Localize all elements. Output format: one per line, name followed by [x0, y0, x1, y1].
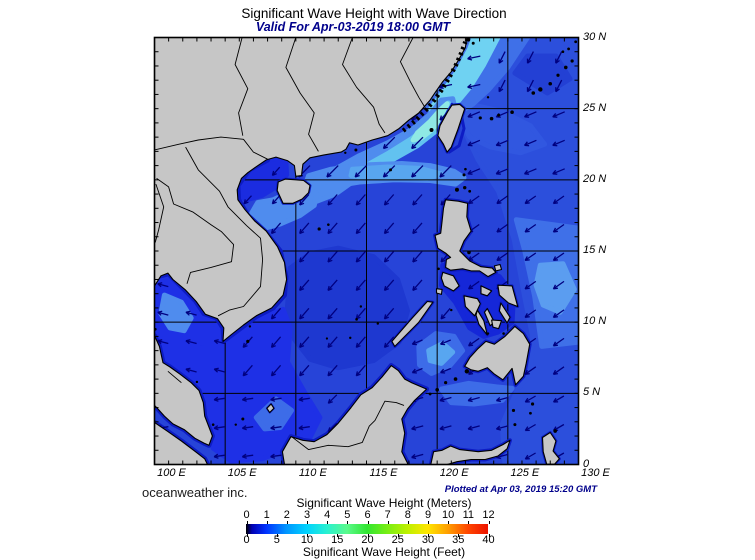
patch-sulu-core: [426, 341, 456, 366]
colorbar-tick: [246, 534, 248, 537]
valid-time-subtitle: Valid For Apr-03-2019 18:00 GMT: [255, 20, 451, 34]
colorbar-tick: [407, 521, 409, 524]
colorbar-gradient: [246, 521, 490, 537]
colorbar-tick: [347, 521, 349, 524]
land-mainland-asia: [154, 37, 468, 342]
lat-label-5N: 5 N: [583, 386, 601, 399]
colorbar-meter-tick-3: 3: [303, 509, 311, 521]
colorbar-tick: [428, 534, 429, 537]
colorbar-meter-tick-9: 9: [424, 509, 432, 521]
colorbar-title-meters: Significant Wave Height (Meters): [296, 496, 472, 510]
colorbar-tick: [488, 521, 490, 524]
colorbar-tick: [307, 534, 308, 537]
colorbar-tick: [286, 521, 288, 524]
lat-label-20N: 20 N: [583, 172, 607, 185]
lon-label-105E: 105 E: [227, 467, 257, 479]
lon-label-125E: 125 E: [510, 467, 540, 479]
colorbar-meter-tick-5: 5: [344, 509, 351, 521]
colorbar-tick: [266, 521, 268, 524]
colorbar-tick: [448, 521, 450, 524]
oceanweather-credit: oceanweather inc.: [142, 485, 248, 500]
china-rocky-coast: [401, 41, 468, 133]
lat-label-25N: 25 N: [583, 101, 607, 114]
colorbar-tick: [397, 534, 399, 537]
land-borneo: [281, 365, 428, 465]
colorbar-meter-tick-12: 12: [482, 509, 495, 521]
map-layers: [154, 37, 579, 465]
plotted-timestamp: Plotted at Apr 03, 2019 15:20 GMT: [444, 484, 597, 495]
lat-label-30N: 30 N: [583, 30, 607, 43]
land-mindoro: [440, 271, 460, 292]
colorbar-tick: [246, 521, 248, 524]
land-negros: [475, 309, 488, 336]
colorbar-meter-tick-10: 10: [442, 509, 455, 521]
colorbar-feet-tick-25: 25: [391, 534, 404, 546]
page-title: Significant Wave Height with Wave Direct…: [241, 6, 507, 21]
land-sulawesi: [430, 439, 511, 465]
land-malay-peninsula: [154, 335, 213, 446]
colorbar-meter-tick-2: 2: [283, 509, 290, 521]
colorbar-tick: [488, 534, 490, 537]
colorbar-feet-tick-20: 20: [361, 534, 374, 546]
colorbar-feet-tick-30: 30: [421, 534, 435, 546]
land-luzon: [434, 199, 497, 278]
colorbar-tick: [458, 534, 460, 537]
colorbar-tick: [337, 534, 339, 537]
lat-label-15N: 15 N: [583, 244, 607, 256]
colorbar-feet-tick-0: 0: [243, 534, 250, 546]
land-catanduanes: [493, 263, 503, 272]
land-natuna: [266, 403, 275, 414]
colorbar-tick: [276, 534, 278, 537]
colorbar-meter-tick-6: 6: [364, 509, 371, 521]
colorbar-tick: [428, 521, 429, 524]
lat-label-10N: 10 N: [583, 315, 607, 328]
patch-east-taiwan: [461, 100, 548, 156]
colorbar-tick: [367, 534, 369, 537]
land-samar: [497, 284, 519, 308]
lon-label-120E: 120 E: [439, 467, 469, 479]
colorbar-feet-tick-40: 40: [482, 534, 495, 546]
colorbar-meter-tick-4: 4: [324, 509, 331, 521]
lat-label-0: 0: [583, 457, 590, 470]
colorbar-title-feet: Significant Wave Height (Feet): [302, 545, 466, 559]
lon-label-130E: 130 E: [581, 467, 610, 479]
lon-label-115E: 115 E: [369, 467, 398, 479]
colorbar-feet-tick-35: 35: [452, 534, 465, 546]
colorbar-meter-tick-1: 1: [263, 509, 270, 521]
land-halmahera: [541, 431, 560, 465]
patch-streak-20n-light: [348, 164, 444, 181]
wave-direction-arrows: [157, 51, 565, 460]
colorbar-tick: [307, 521, 308, 524]
colorbar-feet-tick-5: 5: [273, 534, 280, 546]
colorbar-meter-tick-7: 7: [384, 509, 391, 521]
colorbar-feet-tick-10: 10: [300, 534, 314, 546]
colorbar-tick: [367, 521, 369, 524]
land-calamian: [435, 288, 443, 295]
land-hainan: [276, 178, 311, 204]
colorbar-tick: [468, 521, 470, 524]
land-masbate: [480, 285, 493, 297]
lon-label-110E: 110 E: [298, 467, 327, 479]
land-mindanao: [464, 325, 531, 386]
land-bohol: [491, 319, 503, 330]
land-sumatra: [154, 421, 209, 465]
colorbar-feet-tick-15: 15: [331, 534, 344, 546]
colorbar-tick: [387, 521, 389, 524]
colorbar-meter-tick-11: 11: [462, 509, 475, 521]
patch-natuna-light: [253, 396, 295, 432]
land-palawan: [391, 300, 434, 347]
lon-label-100E: 100 E: [157, 467, 186, 479]
land-taiwan: [437, 103, 466, 153]
colorbar-meter-tick-8: 8: [404, 509, 411, 521]
land-leyte: [498, 302, 511, 324]
colorbar-tick: [327, 521, 329, 524]
colorbar-meter-tick-0: 0: [243, 509, 250, 521]
